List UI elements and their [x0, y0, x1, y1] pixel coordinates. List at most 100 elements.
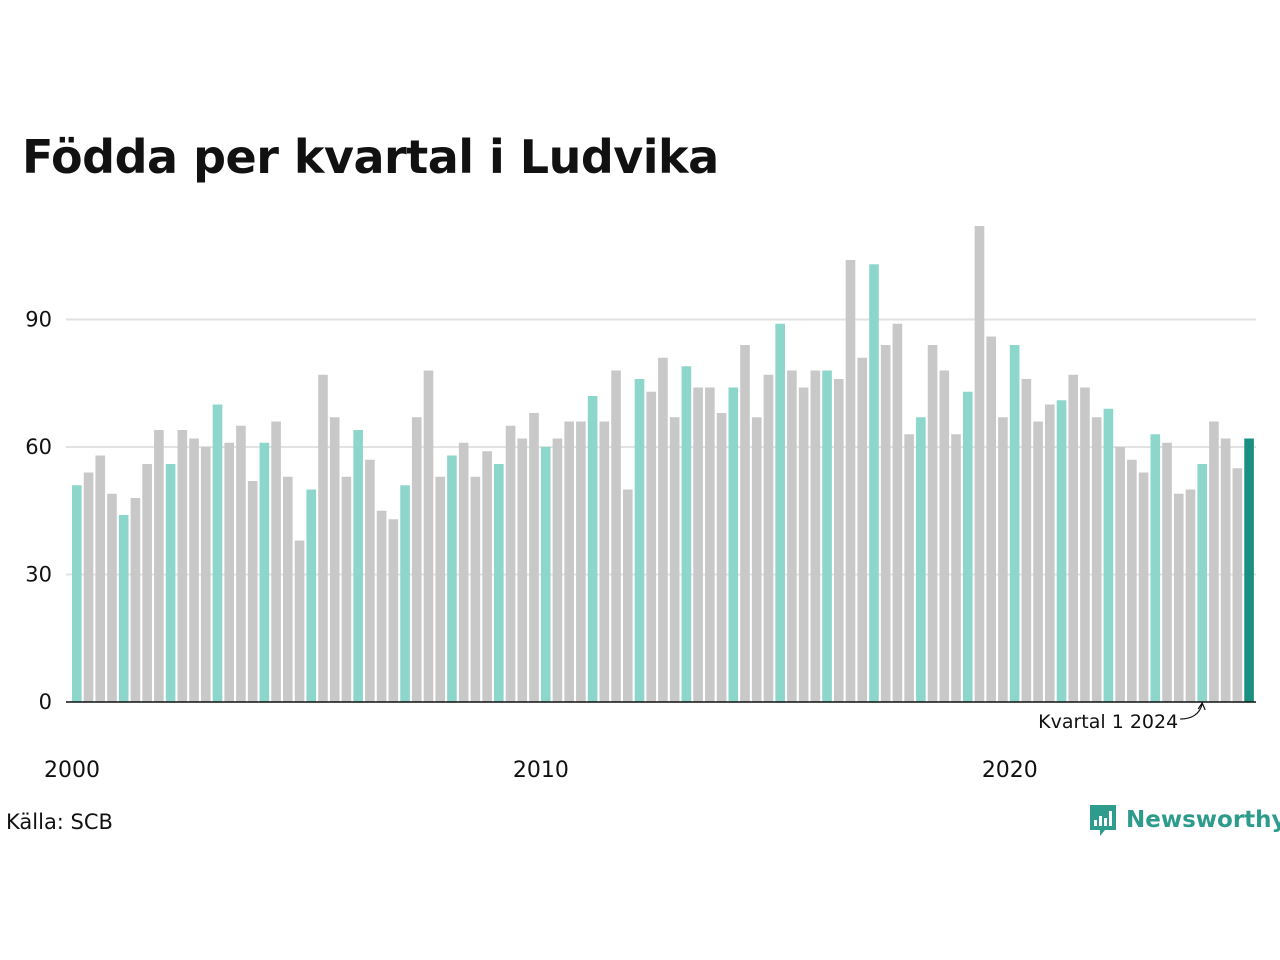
bar: [681, 366, 692, 702]
bar: [212, 404, 223, 702]
y-tick-label: 60: [25, 435, 52, 459]
bar: [189, 438, 199, 702]
bar: [810, 370, 821, 702]
bar: [236, 425, 246, 702]
bar: [130, 498, 141, 702]
bar: [880, 345, 891, 702]
bar: [294, 540, 305, 702]
bar: [517, 438, 528, 702]
bar: [998, 417, 1008, 702]
brand-name: Newsworthy: [1126, 807, 1280, 833]
bar: [740, 345, 750, 702]
bar: [576, 421, 586, 702]
annotation-arrowhead: [1197, 701, 1206, 711]
bar: [1173, 493, 1184, 702]
newsworthy-logo[interactable]: Newsworthy: [1088, 803, 1280, 837]
bar: [904, 434, 914, 702]
bar: [505, 425, 516, 702]
bar: [447, 455, 457, 702]
bar: [259, 442, 270, 702]
bar: [306, 489, 317, 702]
bar: [822, 370, 832, 702]
bar: [892, 323, 903, 702]
bar: [693, 387, 703, 702]
bar: [552, 438, 563, 702]
x-tick-label: 2000: [44, 758, 100, 783]
bar: [1068, 374, 1079, 702]
bar: [587, 396, 598, 702]
bar: [107, 493, 117, 702]
bar: [916, 417, 926, 702]
bar: [751, 417, 762, 702]
bar: [845, 260, 856, 702]
axes: 0 30 60 90 2000 2010 2020: [25, 308, 1256, 783]
bar: [763, 374, 774, 702]
x-tick-label: 2010: [513, 758, 569, 783]
bar: [1138, 472, 1149, 702]
bar: [1021, 379, 1032, 702]
bar: [1220, 438, 1231, 702]
bar: [1009, 345, 1020, 702]
chart-title: Födda per kvartal i Ludvika: [22, 130, 719, 184]
bar: [224, 442, 235, 702]
bar: [962, 391, 973, 702]
bar: [95, 455, 106, 702]
bar: [1244, 438, 1254, 702]
bar-chart-speech-bubble-icon: [1090, 805, 1116, 836]
bar: [1162, 442, 1172, 702]
bar: [154, 430, 164, 702]
bar: [974, 226, 985, 702]
bar: [540, 447, 551, 702]
bar: [716, 413, 727, 702]
bar: [247, 481, 258, 702]
bar: [494, 464, 504, 702]
bar: [669, 417, 680, 702]
y-tick-label: 0: [39, 690, 52, 714]
bar: [1185, 489, 1196, 702]
bar: [1197, 464, 1207, 702]
bar: [658, 357, 668, 702]
bar: [1033, 421, 1043, 702]
bar: [927, 345, 938, 702]
bar: [1150, 434, 1161, 702]
bar: [705, 387, 715, 702]
bar: [622, 489, 633, 702]
bar: [435, 476, 446, 702]
bar: [83, 472, 94, 702]
bar: [1209, 421, 1219, 702]
bar: [341, 476, 352, 702]
y-tick-label: 90: [25, 308, 52, 332]
bar: [458, 442, 469, 702]
bar: [869, 264, 879, 702]
bar: [118, 515, 129, 702]
bar: [353, 430, 363, 702]
bar: [72, 485, 82, 702]
bar: [470, 476, 481, 702]
bar: [142, 464, 152, 702]
bar: [365, 459, 375, 702]
bar: [857, 357, 868, 702]
bar: [1044, 404, 1055, 702]
bar: [482, 451, 492, 702]
bar: [1080, 387, 1090, 702]
x-tick-label: 2020: [982, 758, 1038, 783]
bar: [529, 413, 539, 702]
annotation: Kvartal 1 2024: [1038, 701, 1206, 733]
bar: [376, 510, 387, 702]
bar: [1127, 459, 1137, 702]
bars: [72, 226, 1254, 702]
bar: [423, 370, 434, 702]
bar: [1091, 417, 1102, 702]
bar: [411, 417, 422, 702]
bar: [318, 374, 328, 702]
bar: [728, 387, 739, 702]
source-label: Källa: SCB: [6, 810, 113, 834]
bar: [564, 421, 574, 702]
bar: [400, 485, 410, 702]
bar: [1232, 468, 1243, 702]
annotation-label: Kvartal 1 2024: [1038, 711, 1178, 733]
annotation-arrow: [1180, 703, 1203, 720]
bar: [833, 379, 844, 702]
bar: [775, 323, 785, 702]
